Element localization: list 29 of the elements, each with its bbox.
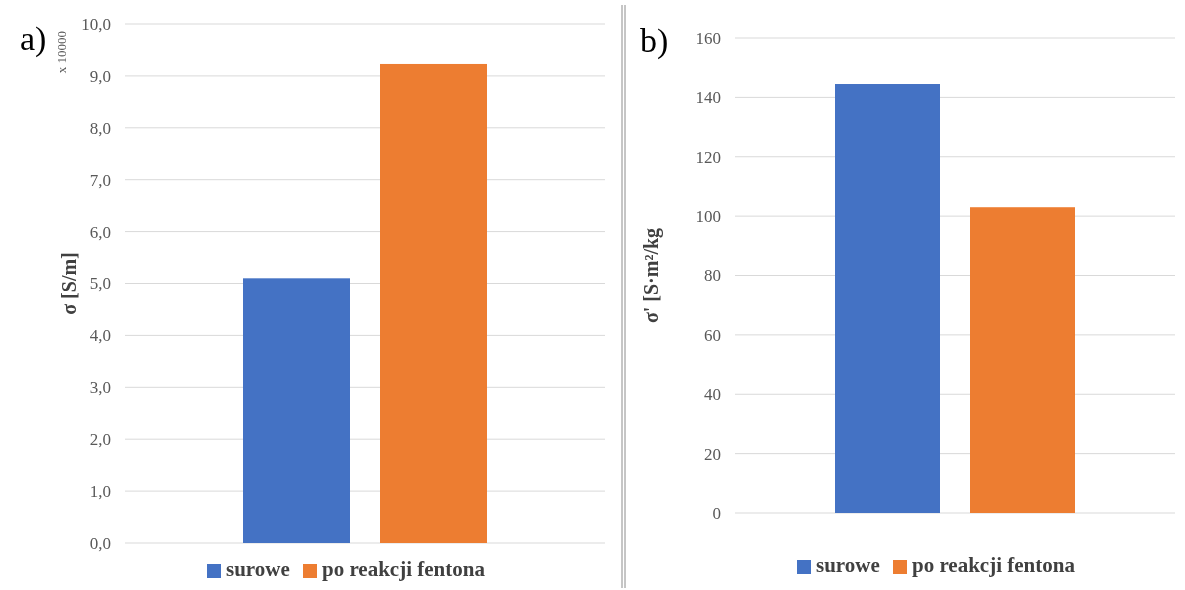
y-tick-label: 4,0 [89,326,111,346]
y-tick-label: 160 [695,28,721,48]
y-tick-label: 140 [695,88,721,108]
y-tick-label: 80 [704,266,721,286]
y-tick-label: 100 [695,207,721,227]
chart-title: b) [640,22,669,60]
y-tick-label: 1,0 [89,482,111,502]
y-tick-label: 10,0 [81,14,111,34]
y-tick-label: 120 [695,147,721,167]
y-tick-label: 2,0 [89,430,111,450]
chart-title: a) [20,20,47,58]
legend-label: surowe [816,553,880,577]
text: x 10000 [54,30,69,74]
y-tick-label: 7,0 [89,170,111,190]
legend-label: surowe [226,557,290,581]
y-axis-title: σ [S/m] [58,252,80,315]
y-tick-label: 20 [704,444,721,464]
y-tick-label: 6,0 [89,222,111,242]
y-tick-label: 60 [704,325,721,345]
legend-label: po reakcji fentona [322,557,486,581]
y-tick-label: 5,0 [89,274,111,294]
y-tick-label: 40 [704,385,721,405]
y-tick-label: 3,0 [89,378,111,398]
y-tick-label: 9,0 [89,66,111,86]
y-tick-label: 0,0 [89,533,111,553]
y-tick-label: 0 [712,503,721,523]
legend-label: po reakcji fentona [912,553,1076,577]
y-tick-label: 8,0 [89,118,111,138]
y-axis-title: σ' [S·m²/kg [640,227,663,324]
